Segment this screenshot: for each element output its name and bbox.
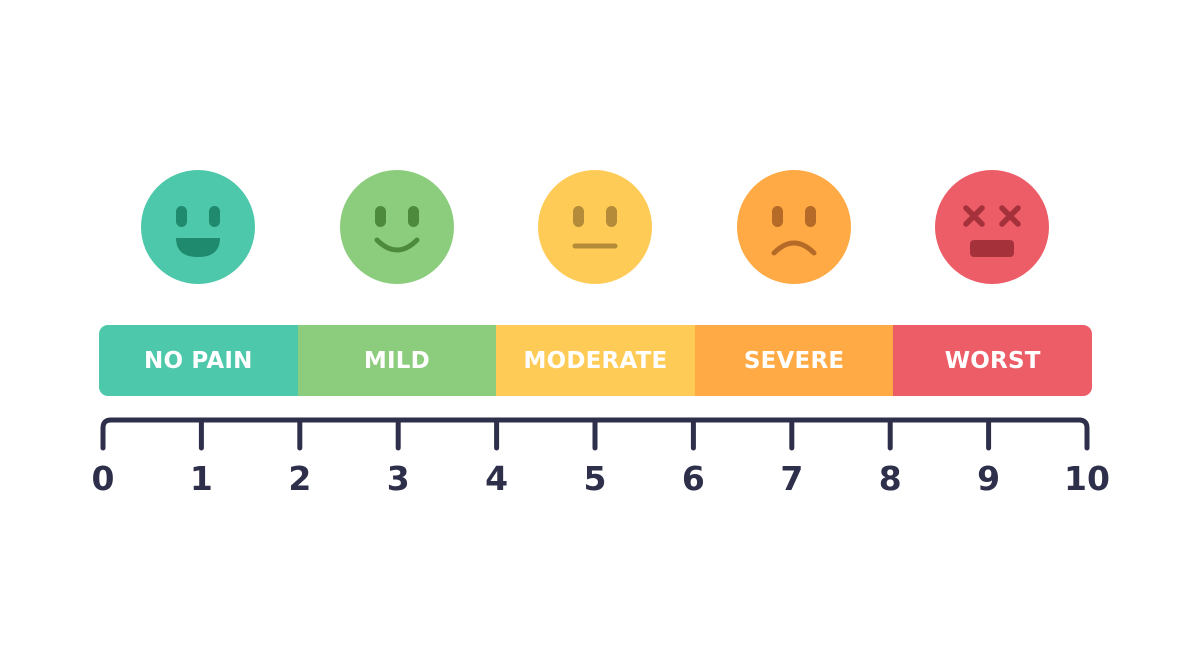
frown-mouth (771, 240, 817, 256)
open-mouth (176, 238, 220, 257)
right-eye (209, 206, 220, 227)
worst-face-graphic (935, 170, 1049, 284)
left-eye (772, 206, 783, 227)
left-eye (176, 206, 187, 227)
right-eye (606, 206, 617, 227)
right-eye (408, 206, 419, 227)
worst-face-icon (935, 170, 1049, 284)
left-eye (375, 206, 386, 227)
tick-label-4: 4 (485, 459, 509, 498)
mild-face-icon (340, 170, 454, 284)
number-scale: 0 1 2 3 4 5 6 7 8 9 10 (0, 410, 1200, 520)
scale-ruler (100, 417, 1090, 451)
tick-label-2: 2 (288, 459, 312, 498)
tick-label-8: 8 (878, 459, 902, 498)
no-pain-face-graphic (141, 170, 255, 284)
tick-label-9: 9 (977, 459, 1001, 498)
face-circle (935, 170, 1049, 284)
tick-label-7: 7 (780, 459, 804, 498)
moderate-face-graphic (538, 170, 652, 284)
segment-worst: WORST (893, 325, 1092, 396)
segment-severe: SEVERE (694, 325, 894, 396)
face-circle (538, 170, 652, 284)
tick-label-0: 0 (91, 459, 115, 498)
face-circle (340, 170, 454, 284)
no-pain-face-icon (141, 170, 255, 284)
face-circle (737, 170, 851, 284)
face-circle (141, 170, 255, 284)
left-eye (573, 206, 584, 227)
tick-label-5: 5 (583, 459, 607, 498)
scale-bracket (100, 417, 1090, 451)
segment-moderate: MODERATE (496, 325, 695, 396)
severe-face-graphic (737, 170, 851, 284)
smile-mouth (374, 237, 420, 253)
right-eye (805, 206, 816, 227)
tick-label-10: 10 (1064, 459, 1110, 498)
segment-mild: MILD (297, 325, 497, 396)
face-row (0, 0, 1200, 300)
segment-no-pain: NO PAIN (99, 325, 298, 396)
x-eyes (963, 205, 1021, 227)
pain-level-bar: NO PAIN MILD MODERATE SEVERE WORST (99, 325, 1092, 396)
mild-face-graphic (340, 170, 454, 284)
tick-label-6: 6 (681, 459, 705, 498)
moderate-face-icon (538, 170, 652, 284)
grimace-mouth (970, 240, 1014, 257)
tick-label-1: 1 (189, 459, 213, 498)
tick-label-3: 3 (386, 459, 410, 498)
severe-face-icon (737, 170, 851, 284)
